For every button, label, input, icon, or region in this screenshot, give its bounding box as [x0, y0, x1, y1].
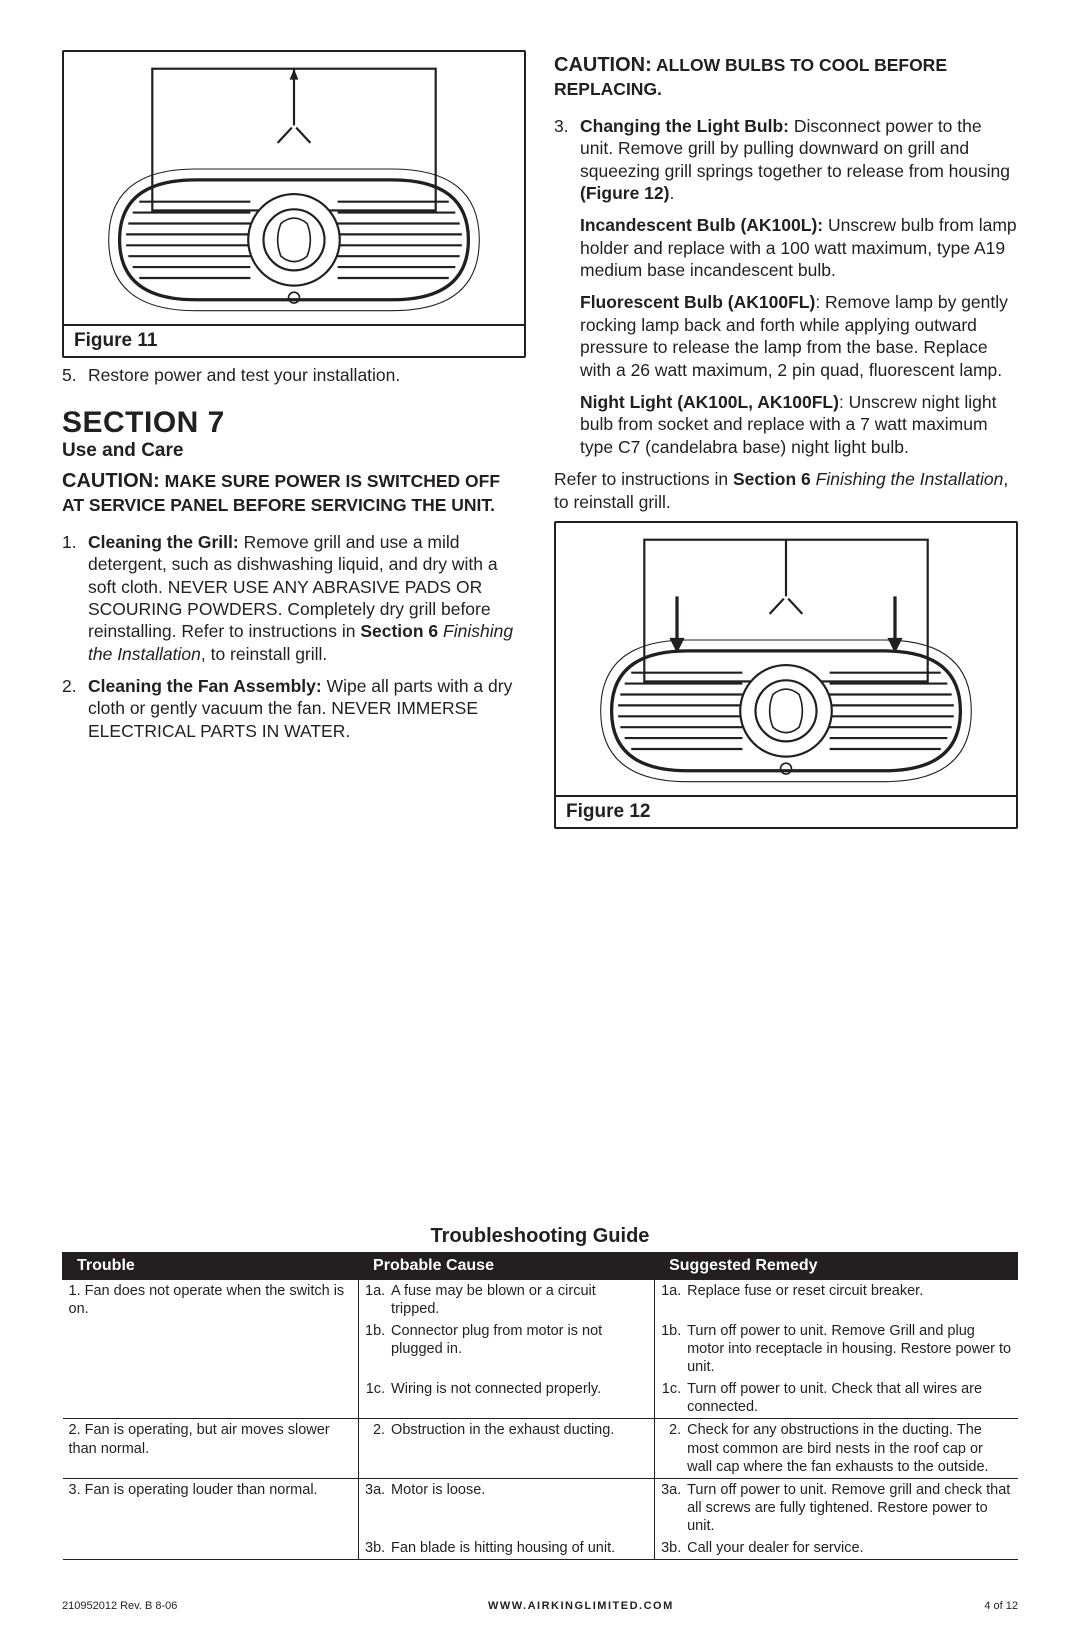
incandescent-block: Incandescent Bulb (AK100L): Unscrew bulb…: [580, 214, 1018, 281]
refer-t1: Refer to instructions in: [554, 469, 733, 489]
step-5-text: Restore power and test your installation…: [88, 364, 526, 386]
th-trouble: Trouble: [63, 1252, 359, 1279]
item-3-tail: .: [669, 183, 674, 203]
cell-cause: 1a.A fuse may be blown or a circuit trip…: [359, 1279, 655, 1320]
night-light-block: Night Light (AK100L, AK100FL): Unscrew n…: [580, 391, 1018, 458]
cell-trouble: [63, 1320, 359, 1378]
cell-remedy: 1a.Replace fuse or reset circuit breaker…: [655, 1279, 1018, 1320]
table-row: 1. Fan does not operate when the switch …: [63, 1279, 1018, 1320]
table-row: 1c.Wiring is not connected properly.1c.T…: [63, 1378, 1018, 1419]
page-footer: 210952012 Rev. B 8-06 WWW.AIRKINGLIMITED…: [62, 1600, 1018, 1612]
cell-cause: 1b.Connector plug from motor is not plug…: [359, 1320, 655, 1378]
right-column: CAUTION: ALLOW BULBS TO COOL BEFORE REPL…: [554, 50, 1018, 835]
night-light-lead: Night Light (AK100L, AK100FL): [580, 392, 839, 412]
item-3-change-bulb: 3. Changing the Light Bulb: Disconnect p…: [554, 115, 1018, 205]
step-5-num: 5.: [62, 364, 88, 386]
cell-remedy: 3a.Turn off power to unit. Remove grill …: [655, 1478, 1018, 1537]
cell-remedy: 2.Check for any obstructions in the duct…: [655, 1419, 1018, 1478]
cell-trouble: 1. Fan does not operate when the switch …: [63, 1279, 359, 1320]
refer-secref: Section 6: [733, 469, 811, 489]
step-5: 5. Restore power and test your installat…: [62, 364, 526, 386]
fluorescent-lead: Fluorescent Bulb (AK100FL): [580, 292, 815, 312]
cell-cause: 1c.Wiring is not connected properly.: [359, 1378, 655, 1419]
item-2-lead: Cleaning the Fan Assembly:: [88, 676, 327, 696]
fan-diagram-icon: [76, 60, 512, 322]
item-1-text: Cleaning the Grill: Remove grill and use…: [88, 531, 526, 665]
caution-word: CAUTION:: [62, 470, 160, 492]
refer-italic: Finishing the Installation: [811, 469, 1004, 489]
left-column: Figure 11 5. Restore power and test your…: [62, 50, 526, 835]
two-column-layout: Figure 11 5. Restore power and test your…: [62, 50, 1018, 835]
figure-11-image: [64, 52, 524, 324]
item-3-lead: Changing the Light Bulb:: [580, 116, 794, 136]
figure-11-box: Figure 11: [62, 50, 526, 358]
cell-trouble: 3. Fan is operating louder than normal.: [63, 1478, 359, 1537]
figure-11-caption: Figure 11: [64, 324, 524, 356]
th-cause: Probable Cause: [359, 1252, 655, 1279]
caution-power-off: CAUTION: MAKE SURE POWER IS SWITCHED OFF…: [62, 468, 526, 517]
cell-trouble: 2. Fan is operating, but air moves slowe…: [63, 1419, 359, 1478]
footer-right: 4 of 12: [984, 1600, 1018, 1612]
table-row: 1b.Connector plug from motor is not plug…: [63, 1320, 1018, 1378]
troubleshooting-title: Troubleshooting Guide: [62, 1225, 1018, 1248]
caution-bulbs: CAUTION: ALLOW BULBS TO COOL BEFORE REPL…: [554, 52, 1018, 101]
cell-remedy: 1c.Turn off power to unit. Check that al…: [655, 1378, 1018, 1419]
cell-trouble: [63, 1378, 359, 1419]
item-3-num: 3.: [554, 115, 580, 205]
item-1-secref: Section 6: [360, 621, 438, 641]
figure-12-image: [556, 523, 1016, 795]
page: Figure 11 5. Restore power and test your…: [0, 0, 1080, 1652]
table-row: 3b.Fan blade is hitting housing of unit.…: [63, 1537, 1018, 1560]
fan-diagram-arrows-icon: [568, 531, 1004, 793]
cell-cause: 2.Obstruction in the exhaust ducting.: [359, 1419, 655, 1478]
item-3-text: Changing the Light Bulb: Disconnect powe…: [580, 115, 1018, 205]
troubleshooting-table: Trouble Probable Cause Suggested Remedy …: [62, 1252, 1018, 1561]
th-remedy: Suggested Remedy: [655, 1252, 1018, 1279]
item-2-cleaning-fan: 2. Cleaning the Fan Assembly: Wipe all p…: [62, 675, 526, 742]
vertical-spacer: [62, 835, 1018, 1215]
item-2-num: 2.: [62, 675, 88, 742]
incandescent-lead: Incandescent Bulb (AK100L):: [580, 215, 828, 235]
table-row: 3. Fan is operating louder than normal.3…: [63, 1478, 1018, 1537]
item-1-tail: , to reinstall grill.: [201, 644, 327, 664]
item-3-figref: (Figure 12): [580, 183, 669, 203]
cell-trouble: [63, 1537, 359, 1560]
cell-remedy: 1b.Turn off power to unit. Remove Grill …: [655, 1320, 1018, 1378]
table-row: 2. Fan is operating, but air moves slowe…: [63, 1419, 1018, 1478]
caution-bulbs-word: CAUTION:: [554, 54, 652, 76]
figure-12-box: Figure 12: [554, 521, 1018, 829]
cell-remedy: 3b.Call your dealer for service.: [655, 1537, 1018, 1560]
refer-block: Refer to instructions in Section 6 Finis…: [554, 468, 1018, 513]
footer-left: 210952012 Rev. B 8-06: [62, 1600, 177, 1612]
use-and-care-heading: Use and Care: [62, 440, 526, 462]
table-header-row: Trouble Probable Cause Suggested Remedy: [63, 1252, 1018, 1279]
footer-mid: WWW.AIRKINGLIMITED.COM: [488, 1600, 674, 1612]
item-2-text: Cleaning the Fan Assembly: Wipe all part…: [88, 675, 526, 742]
fluorescent-block: Fluorescent Bulb (AK100FL): Remove lamp …: [580, 291, 1018, 381]
figure-12-caption: Figure 12: [556, 795, 1016, 827]
cell-cause: 3b.Fan blade is hitting housing of unit.: [359, 1537, 655, 1560]
section-7-title: SECTION 7: [62, 406, 526, 440]
item-1-lead: Cleaning the Grill:: [88, 532, 244, 552]
item-1-cleaning-grill: 1. Cleaning the Grill: Remove grill and …: [62, 531, 526, 665]
item-1-num: 1.: [62, 531, 88, 665]
cell-cause: 3a.Motor is loose.: [359, 1478, 655, 1537]
